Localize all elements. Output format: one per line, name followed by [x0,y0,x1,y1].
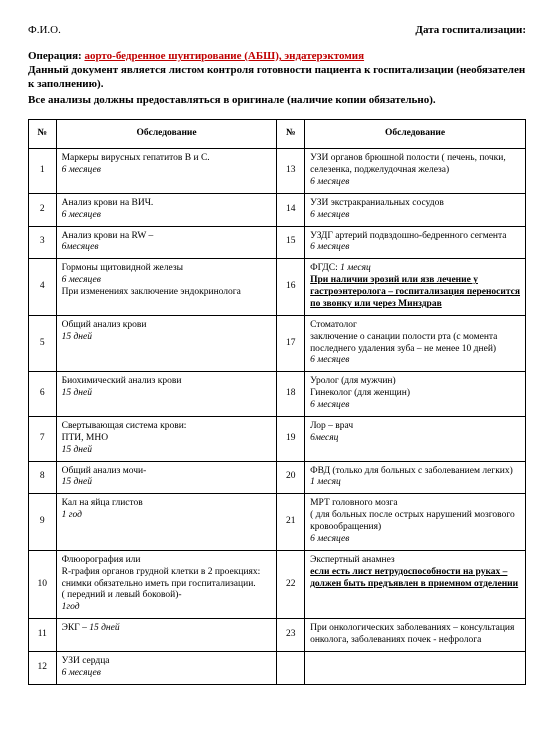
row-exam-left: ЭКГ – 15 дней [56,619,277,652]
row-exam-right: Лор – врач6месяц [305,416,526,461]
col-exam-1: Обследование [56,120,277,149]
row-exam-left: Общий анализ крови15 дней [56,315,277,372]
table-row: 8Общий анализ мочи-15 дней20ФВД (только … [29,461,526,494]
row-num-right: 21 [277,494,305,551]
row-exam-left: Анализ крови на RW –6месяцев [56,226,277,259]
table-row: 9Кал на яйца глистов1 год21МРТ головного… [29,494,526,551]
col-num-2: № [277,120,305,149]
row-num-left: 1 [29,149,57,194]
row-num-left: 2 [29,193,57,226]
row-exam-right: УЗИ органов брюшной полости ( печень, по… [305,149,526,194]
fio-label: Ф.И.О. [28,24,61,36]
row-exam-right: МРТ головного мозга( для больных после о… [305,494,526,551]
date-label: Дата госпитализации: [415,24,526,36]
row-num-right: 22 [277,550,305,618]
row-exam-right: Стоматологзаключение о санации полости р… [305,315,526,372]
row-exam-left: Общий анализ мочи-15 дней [56,461,277,494]
col-exam-2: Обследование [305,120,526,149]
table-header-row: № Обследование № Обследование [29,120,526,149]
row-num-left: 7 [29,416,57,461]
row-num-right: 18 [277,372,305,417]
row-exam-right: Уролог (для мужчин)Гинеколог (для женщин… [305,372,526,417]
operation-line: Операция: аорто-бедренное шунтирование (… [28,50,526,62]
row-exam-left: Маркеры вирусных гепатитов В и С.6 месяц… [56,149,277,194]
row-exam-left: УЗИ сердца6 месяцев [56,651,277,684]
table-row: 4Гормоны щитовидной железы6 месяцевПри и… [29,259,526,316]
table-row: 11ЭКГ – 15 дней23При онкологических забо… [29,619,526,652]
row-num-left: 3 [29,226,57,259]
table-row: 3Анализ крови на RW –6месяцев15УЗДГ арте… [29,226,526,259]
row-num-left: 10 [29,550,57,618]
row-num-left: 4 [29,259,57,316]
row-exam-left: Флюорография илиR-графия органов грудной… [56,550,277,618]
table-row: 7Свертывающая система крови:ПТИ, МНО15 д… [29,416,526,461]
row-num-left: 8 [29,461,57,494]
row-exam-left: Свертывающая система крови:ПТИ, МНО15 дн… [56,416,277,461]
table-row: 1Маркеры вирусных гепатитов В и С.6 меся… [29,149,526,194]
row-exam-right: УЗДГ артерий подвздошно-бедренного сегме… [305,226,526,259]
row-num-right: 14 [277,193,305,226]
row-num-left: 5 [29,315,57,372]
row-num-right: 20 [277,461,305,494]
row-num-right: 16 [277,259,305,316]
table-row: 6Биохимический анализ крови15 дней18Урол… [29,372,526,417]
row-exam-right [305,651,526,684]
row-exam-right: ФВД (только для больных с заболеванием л… [305,461,526,494]
row-exam-right: УЗИ экстракраниальных сосудов6 месяцев [305,193,526,226]
row-num-left: 6 [29,372,57,417]
row-exam-right: ФГДС: 1 месяцПри наличии эрозий или язв … [305,259,526,316]
row-num-left: 12 [29,651,57,684]
row-num-right: 23 [277,619,305,652]
header-line: Ф.И.О. Дата госпитализации: [28,24,526,36]
col-num-1: № [29,120,57,149]
operation-value: аорто-бедренное шунтирование (АБШ), энда… [84,50,364,62]
row-num-left: 11 [29,619,57,652]
row-exam-left: Гормоны щитовидной железы6 месяцевПри из… [56,259,277,316]
examinations-table: № Обследование № Обследование 1Маркеры в… [28,119,526,684]
operation-label: Операция: [28,50,82,62]
row-num-right: 19 [277,416,305,461]
row-num-right: 17 [277,315,305,372]
row-num-right: 15 [277,226,305,259]
table-body: 1Маркеры вирусных гепатитов В и С.6 меся… [29,149,526,685]
description-line-2: Все анализы должны предоставляться в ори… [28,94,526,108]
row-exam-left: Анализ крови на ВИЧ.6 месяцев [56,193,277,226]
row-num-right [277,651,305,684]
row-num-left: 9 [29,494,57,551]
description-line-1: Данный документ является листом контроля… [28,64,526,92]
row-num-right: 13 [277,149,305,194]
row-exam-right: При онкологических заболеваниях – консул… [305,619,526,652]
table-row: 10Флюорография илиR-графия органов грудн… [29,550,526,618]
table-row: 12УЗИ сердца6 месяцев [29,651,526,684]
row-exam-left: Кал на яйца глистов1 год [56,494,277,551]
row-exam-left: Биохимический анализ крови15 дней [56,372,277,417]
table-row: 5Общий анализ крови15 дней17Стоматологза… [29,315,526,372]
table-row: 2Анализ крови на ВИЧ.6 месяцев14УЗИ экст… [29,193,526,226]
row-exam-right: Экспертный анамнезесли есть лист нетрудо… [305,550,526,618]
